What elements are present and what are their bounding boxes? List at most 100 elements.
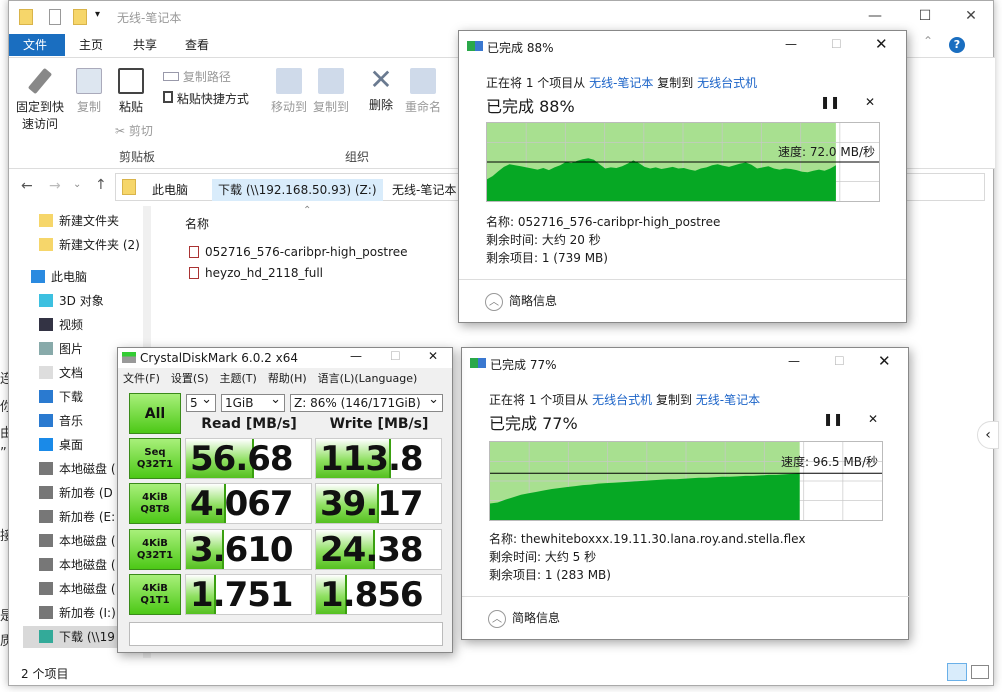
test-button[interactable]: 4KiB Q1T1 xyxy=(129,574,181,615)
nav-item[interactable]: 新建文件夹 xyxy=(39,210,119,232)
test-button[interactable]: Seq Q32T1 xyxy=(129,438,181,479)
source-link[interactable]: 无线-笔记本 xyxy=(589,76,654,90)
close-button[interactable]: ✕ xyxy=(965,8,977,24)
source-link[interactable]: 无线台式机 xyxy=(592,393,653,407)
close-button[interactable]: ✕ xyxy=(875,35,888,53)
minimize-button[interactable]: — xyxy=(350,349,362,363)
cut-button[interactable]: ✂ 剪切 xyxy=(115,124,153,138)
close-button[interactable]: ✕ xyxy=(878,352,891,370)
nav-item[interactable]: 本地磁盘 ( xyxy=(39,578,116,600)
nav-item[interactable]: 新加卷 (I:) xyxy=(39,602,116,624)
test-button[interactable]: 4KiB Q8T8 xyxy=(129,483,181,524)
tab-file[interactable]: 文件 xyxy=(9,34,65,56)
copy-button[interactable]: 复制 xyxy=(71,68,107,115)
pause-button[interactable]: ❚❚ xyxy=(820,95,841,109)
copy-to-button[interactable]: 复制到 xyxy=(311,68,351,115)
breadcrumb-this-pc[interactable]: 此电脑 xyxy=(152,183,189,197)
minimize-button[interactable]: — xyxy=(788,354,800,368)
nav-item[interactable]: 文档 xyxy=(39,362,83,384)
collapse-ribbon-icon[interactable]: ⌃ xyxy=(923,34,934,48)
nav-item[interactable]: 下载 xyxy=(39,386,83,408)
maximize-button[interactable]: ☐ xyxy=(831,37,842,51)
copy-path-button[interactable]: 复制路径 xyxy=(163,68,231,85)
up-button[interactable]: ↑ xyxy=(95,177,107,193)
nav-item[interactable]: 新加卷 (E: xyxy=(39,506,115,528)
move-icon xyxy=(276,68,302,94)
new-folder-icon[interactable] xyxy=(73,9,87,25)
paste-button[interactable]: 粘贴 xyxy=(113,68,149,115)
nav-item[interactable]: 本地磁盘 ( xyxy=(39,554,116,576)
customize-toolbar-icon[interactable]: ▾ xyxy=(95,9,101,20)
tab-view[interactable]: 查看 xyxy=(185,38,210,52)
breadcrumb-folder[interactable]: 无线-笔记本 xyxy=(392,183,457,197)
nav-item[interactable]: 此电脑 xyxy=(31,266,87,288)
nav-item[interactable]: 3D 对象 xyxy=(39,290,104,312)
maximize-button[interactable]: ☐ xyxy=(834,354,845,368)
properties-icon[interactable] xyxy=(49,9,61,25)
less-info-button[interactable]: ︿ 简略信息 xyxy=(485,292,557,311)
collapse-pane-button[interactable]: ‹ xyxy=(977,421,999,449)
window-title: 无线-笔记本 xyxy=(117,11,182,25)
recent-locations-button[interactable]: ⌄ xyxy=(73,179,82,190)
pause-button[interactable]: ❚❚ xyxy=(823,412,844,426)
breadcrumb-network-drive[interactable]: 下载 (\\192.168.50.93) (Z:) xyxy=(212,179,383,201)
app-icon xyxy=(122,352,136,363)
details-view-button[interactable] xyxy=(947,663,967,681)
menu-item[interactable]: 设置(S) xyxy=(170,372,209,385)
rename-icon xyxy=(410,68,436,94)
destination-link[interactable]: 无线-笔记本 xyxy=(695,393,761,407)
rename-button[interactable]: 重命名 xyxy=(403,68,443,115)
destination-link[interactable]: 无线台式机 xyxy=(697,76,758,90)
test-button[interactable]: 4KiB Q32T1 xyxy=(129,529,181,570)
file-row[interactable]: 052716_576-caribpr-high_postree xyxy=(189,245,408,259)
nav-item[interactable]: 本地磁盘 ( xyxy=(39,530,116,552)
large-icons-view-button[interactable] xyxy=(971,665,989,679)
run-all-button[interactable]: All xyxy=(129,393,181,434)
nav-item[interactable]: 桌面 xyxy=(39,434,83,456)
close-button[interactable]: ✕ xyxy=(428,349,439,363)
drive-select[interactable]: Z: 86% (146/171GiB) xyxy=(290,392,443,412)
read-result: 4.067 xyxy=(185,483,312,524)
write-result: 24.38 xyxy=(315,529,442,570)
help-icon[interactable]: ? xyxy=(949,37,965,53)
tab-home[interactable]: 主页 xyxy=(79,38,104,52)
less-info-button[interactable]: ︿ 简略信息 xyxy=(488,609,560,628)
size-select[interactable]: 1GiB xyxy=(221,392,285,412)
chevron-up-icon: ︿ xyxy=(485,293,503,311)
maximize-button[interactable]: ☐ xyxy=(918,8,932,24)
drive-icon xyxy=(39,462,53,475)
cancel-button[interactable]: ✕ xyxy=(868,412,879,426)
nav-item[interactable]: 视频 xyxy=(39,314,83,336)
nav-item[interactable]: 新建文件夹 (2) xyxy=(39,234,140,256)
folder-icon xyxy=(39,238,53,251)
menu-item[interactable]: 主题(T) xyxy=(219,372,257,385)
copy-progress-dialog: 已完成 88% — ☐ ✕ 正在将 1 个项目从 无线-笔记本 复制到 无线台式… xyxy=(458,30,907,323)
forward-button[interactable]: → xyxy=(49,178,61,194)
minimize-button[interactable]: — xyxy=(785,37,797,51)
column-header-name[interactable]: 名称 xyxy=(185,217,210,231)
maximize-button[interactable]: ☐ xyxy=(390,349,401,363)
menu-item[interactable]: 语言(L)(Language) xyxy=(317,372,418,385)
time-remaining: 剩余时间: 大约 20 秒 xyxy=(486,233,601,247)
paste-shortcut-button[interactable]: 粘贴快捷方式 xyxy=(163,90,249,107)
read-bar xyxy=(186,484,226,523)
status-item-count: 2 个项目 xyxy=(21,667,69,681)
nav-item[interactable]: 新加卷 (D xyxy=(39,482,113,504)
menu-item[interactable]: 文件(F) xyxy=(123,372,160,385)
file-row[interactable]: heyzo_hd_2118_full xyxy=(189,266,323,280)
comment-input[interactable] xyxy=(129,622,443,646)
count-select[interactable]: 5 xyxy=(186,392,216,412)
tab-share[interactable]: 共享 xyxy=(133,38,158,52)
back-button[interactable]: ← xyxy=(21,178,33,194)
nav-item[interactable]: 本地磁盘 ( xyxy=(39,458,116,480)
delete-button[interactable]: ✕ 删除 xyxy=(363,64,399,113)
drive-icon xyxy=(39,510,53,523)
menu-item[interactable]: 帮助(H) xyxy=(267,372,307,385)
cancel-button[interactable]: ✕ xyxy=(865,95,876,109)
move-to-button[interactable]: 移动到 xyxy=(269,68,309,115)
nav-item[interactable]: 图片 xyxy=(39,338,83,360)
nav-item[interactable]: 音乐 xyxy=(39,410,83,432)
pin-quick-access-button[interactable]: 固定到快速访问 xyxy=(15,67,65,132)
time-remaining: 剩余时间: 大约 5 秒 xyxy=(489,550,597,564)
minimize-button[interactable]: — xyxy=(868,8,882,24)
